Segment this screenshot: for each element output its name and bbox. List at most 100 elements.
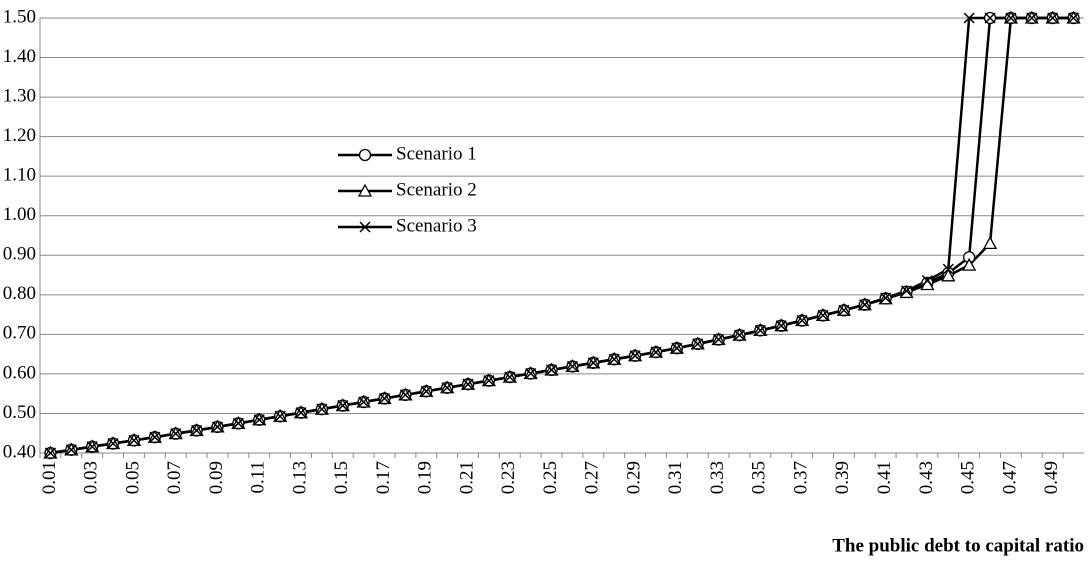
cross — [775, 320, 787, 332]
x-tick-label: 0.35 — [749, 461, 770, 494]
cross — [587, 357, 599, 369]
cross — [671, 342, 683, 354]
marker-cross — [546, 364, 558, 376]
marker-cross — [337, 400, 349, 412]
marker-cross — [587, 357, 599, 369]
marker-cross — [525, 367, 537, 380]
cross — [566, 360, 578, 372]
cross — [420, 385, 432, 397]
cross — [441, 382, 453, 394]
cross — [525, 367, 537, 380]
marker-cross — [128, 434, 140, 446]
cross — [86, 441, 98, 453]
marker-cross — [253, 414, 265, 426]
marker-cross — [859, 299, 871, 311]
y-tick-label: 1.10 — [3, 165, 36, 186]
cross — [295, 407, 307, 419]
x-tick-label: 0.07 — [164, 461, 185, 494]
marker-cross — [462, 378, 474, 390]
cross — [984, 12, 996, 24]
x-tick-label: 0.45 — [958, 461, 979, 494]
marker-cross — [566, 360, 578, 372]
marker-cross — [483, 375, 495, 387]
marker-cross — [838, 304, 850, 316]
marker-cross — [608, 353, 620, 365]
marker-cross — [232, 417, 244, 429]
x-tick-label: 0.49 — [1041, 461, 1062, 494]
y-tick-label: 1.50 — [3, 6, 36, 27]
marker-cross — [733, 329, 746, 341]
y-tick-label: 0.60 — [3, 362, 36, 383]
x-tick-label: 0.39 — [832, 461, 853, 494]
x-tick-label: 0.15 — [331, 461, 352, 494]
cross — [650, 346, 662, 358]
x-tick-label: 0.31 — [665, 461, 686, 494]
marker-cross — [211, 421, 224, 433]
circle — [358, 148, 372, 162]
cross — [608, 353, 620, 365]
x-tick-label: 0.43 — [916, 461, 937, 494]
marker-cross — [921, 275, 933, 287]
cross — [1026, 12, 1038, 24]
marker-cross — [86, 441, 98, 453]
x-tick-label: 0.41 — [874, 461, 895, 494]
marker-cross — [984, 12, 996, 24]
x-tick-label: 0.11 — [248, 461, 269, 494]
cross — [170, 428, 182, 440]
marker-cross — [817, 309, 829, 321]
cross — [859, 299, 871, 311]
marker-cross — [900, 285, 913, 297]
legend-label: Scenario 2 — [396, 179, 477, 200]
x-tick-label: 0.13 — [289, 461, 310, 494]
marker-cross — [274, 410, 286, 422]
cross — [253, 414, 265, 426]
x-tick-label: 0.23 — [498, 461, 519, 494]
marker-cross — [191, 424, 203, 436]
cross — [880, 292, 892, 304]
cross — [817, 309, 829, 321]
marker-triangle — [357, 183, 373, 197]
cross — [107, 437, 119, 450]
x-tick-label: 0.47 — [999, 461, 1020, 494]
x-tick-label: 0.25 — [540, 461, 561, 494]
y-tick-label: 0.70 — [3, 323, 36, 344]
cross — [1047, 12, 1059, 24]
y-tick-label: 1.00 — [3, 204, 36, 225]
cross — [378, 392, 391, 404]
marker-cross — [420, 385, 432, 397]
marker-cross — [295, 407, 307, 419]
marker-triangle — [982, 236, 998, 250]
triangle — [962, 257, 977, 271]
marker-cross — [359, 221, 371, 233]
cross — [483, 375, 495, 387]
x-tick-label: 0.17 — [373, 461, 394, 494]
x-tick-label: 0.09 — [206, 461, 227, 494]
cross — [399, 389, 411, 401]
marker-cross — [650, 346, 662, 358]
cross — [44, 447, 56, 459]
marker-cross — [963, 12, 975, 24]
marker-cross — [692, 338, 704, 350]
cross — [211, 421, 224, 433]
x-tick-label: 0.37 — [790, 461, 811, 494]
y-tick-label: 0.80 — [3, 283, 36, 304]
marker-cross — [713, 333, 725, 346]
triangle — [357, 183, 373, 197]
cross — [232, 417, 244, 429]
x-tick-label: 0.05 — [122, 461, 143, 494]
series-line — [50, 16, 1074, 455]
marker-cross — [1068, 12, 1080, 24]
marker-cross — [149, 431, 161, 443]
triangle — [941, 268, 956, 282]
x-tick-label: 0.19 — [415, 461, 436, 494]
y-tick-label: 1.20 — [3, 125, 36, 146]
marker-cross — [65, 444, 77, 456]
marker-triangle — [962, 257, 977, 271]
cross — [942, 263, 954, 275]
x-tick-label: 0.21 — [456, 461, 477, 494]
marker-cross — [441, 382, 453, 394]
marker-cross — [754, 324, 766, 336]
cross — [733, 329, 746, 341]
marker-cross — [316, 403, 328, 415]
